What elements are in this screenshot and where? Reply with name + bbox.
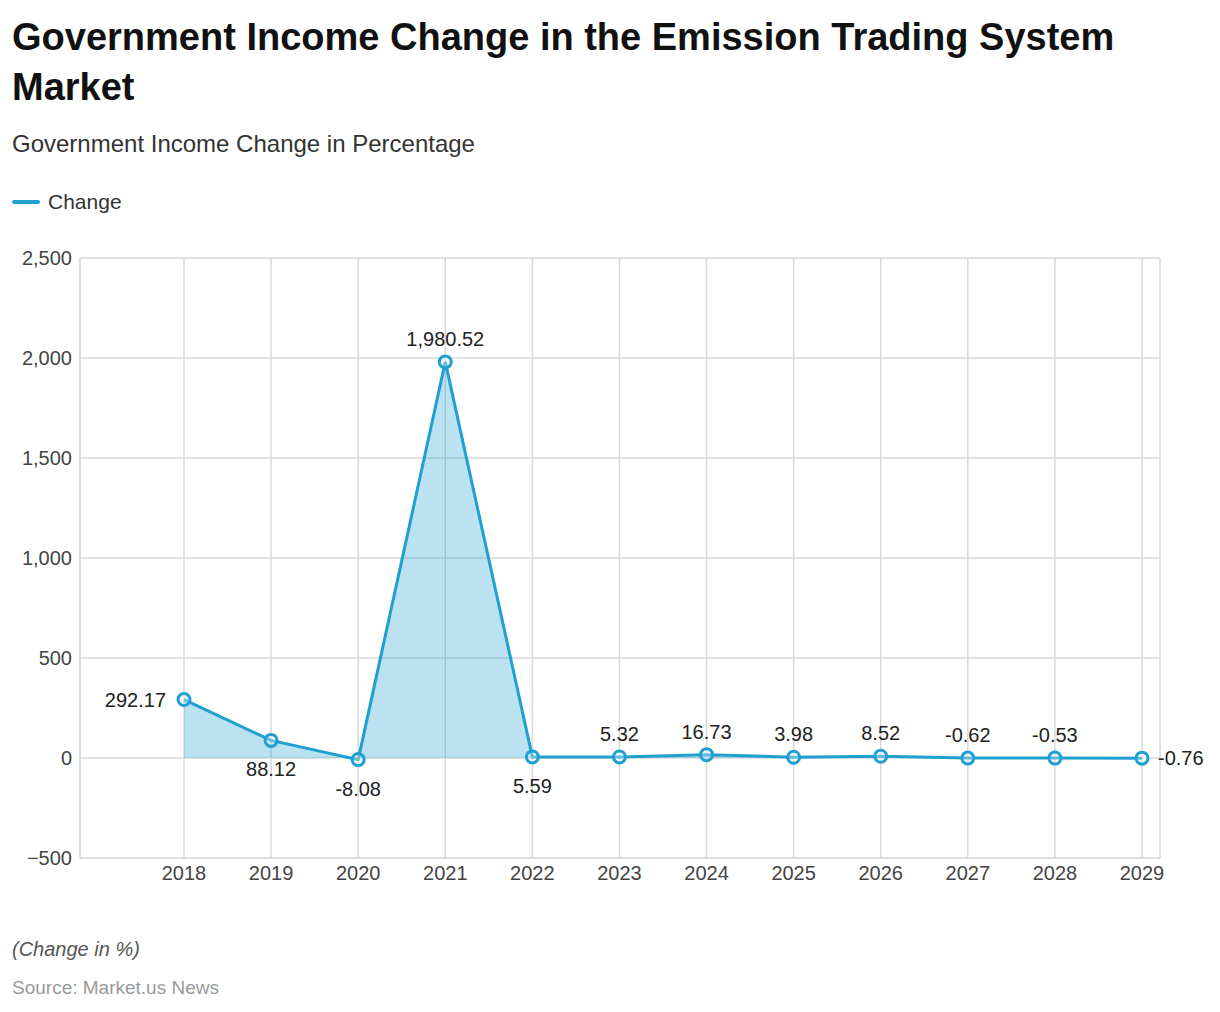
svg-text:8.52: 8.52 — [861, 722, 900, 744]
svg-text:2021: 2021 — [423, 862, 468, 884]
html-text:Source: Market.us News: Source: Market.us News — [12, 977, 219, 998]
svg-text:5.59: 5.59 — [513, 775, 552, 797]
svg-text:2023: 2023 — [597, 862, 642, 884]
svg-text:3.98: 3.98 — [774, 723, 813, 745]
svg-text:-0.62: -0.62 — [945, 724, 991, 746]
svg-text:2020: 2020 — [336, 862, 381, 884]
svg-text:2029: 2029 — [1120, 862, 1165, 884]
svg-text:-0.53: -0.53 — [1032, 724, 1078, 746]
svg-text:0: 0 — [61, 747, 72, 769]
svg-text:88.12: 88.12 — [246, 758, 296, 780]
html-text:(Change in %): (Change in %) — [12, 938, 140, 960]
svg-text:-0.76: -0.76 — [1158, 747, 1204, 769]
svg-text:-8.08: -8.08 — [335, 778, 381, 800]
svg-text:2024: 2024 — [684, 862, 729, 884]
html-text:Change: Change — [48, 190, 122, 213]
html-text:Government Income Change in Pe: Government Income Change in Percentage — [12, 130, 475, 157]
svg-text:2028: 2028 — [1033, 862, 1078, 884]
svg-text:2,000: 2,000 — [22, 347, 72, 369]
svg-text:2019: 2019 — [249, 862, 294, 884]
svg-text:2025: 2025 — [771, 862, 816, 884]
svg-text:5.32: 5.32 — [600, 723, 639, 745]
svg-text:500: 500 — [39, 647, 72, 669]
svg-text:1,980.52: 1,980.52 — [406, 328, 484, 350]
html-text:Government Income Change in th: Government Income Change in the Emission… — [12, 16, 1115, 108]
svg-text:1,000: 1,000 — [22, 547, 72, 569]
svg-text:2018: 2018 — [162, 862, 207, 884]
svg-text:16.73: 16.73 — [682, 721, 732, 743]
svg-text:2022: 2022 — [510, 862, 555, 884]
svg-text:2027: 2027 — [946, 862, 991, 884]
svg-text:2,500: 2,500 — [22, 247, 72, 269]
svg-text:1,500: 1,500 — [22, 447, 72, 469]
svg-text:−500: −500 — [27, 847, 72, 869]
svg-text:292.17: 292.17 — [105, 689, 166, 711]
svg-text:2026: 2026 — [858, 862, 903, 884]
